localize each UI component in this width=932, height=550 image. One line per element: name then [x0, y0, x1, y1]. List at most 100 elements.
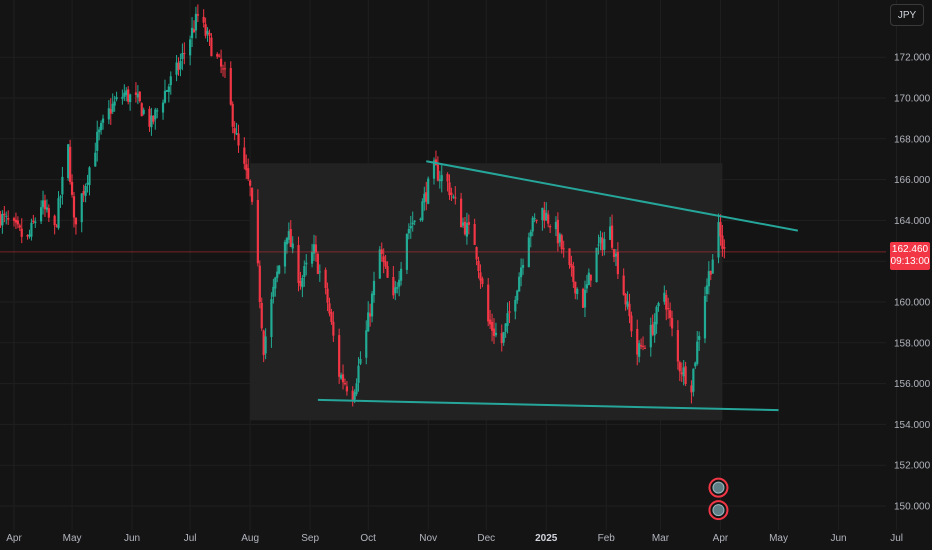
candle-body [196, 14, 199, 16]
consolidation-range-box[interactable] [250, 163, 723, 421]
candle-body [413, 220, 416, 222]
candle-body [597, 244, 600, 246]
candle-body [460, 198, 463, 228]
candle-body [136, 93, 139, 98]
trendline[interactable] [317, 398, 779, 412]
trendline[interactable] [426, 160, 799, 232]
candle-body [330, 312, 333, 323]
candle-body [345, 386, 349, 392]
x-tick-label: Jul [184, 533, 197, 544]
candle-body [67, 144, 70, 179]
candle-body [504, 323, 507, 332]
last-price-value: 162.460 [891, 244, 929, 255]
x-tick-label: Jun [124, 533, 140, 544]
candle-body [82, 191, 85, 195]
candle-body [585, 284, 589, 289]
candle-body [711, 259, 714, 274]
candle-body [386, 266, 389, 278]
candle-body [113, 101, 116, 106]
candle-body [121, 96, 124, 99]
candle-body [101, 118, 105, 123]
candle-body [398, 279, 401, 287]
candle-body [249, 180, 252, 186]
candle-body [357, 365, 360, 383]
candle-body [297, 245, 300, 283]
candle-body [140, 103, 143, 117]
candle-body [520, 267, 523, 278]
candle-body [630, 315, 633, 332]
candle-body [218, 55, 221, 57]
candle-body [628, 303, 631, 317]
candle-body [262, 330, 265, 356]
candle-body [479, 272, 482, 281]
candle-body [256, 199, 259, 264]
candle-body [583, 289, 587, 308]
candle-body [717, 222, 720, 258]
candle-body [80, 193, 83, 223]
candle-body [274, 277, 277, 289]
x-tick-label: Jun [830, 533, 846, 544]
candle-body [189, 39, 192, 56]
candle-body [400, 268, 403, 281]
candle-body [370, 293, 374, 317]
candle-body [475, 247, 478, 260]
candle-body [690, 385, 693, 393]
candle-body [636, 328, 639, 355]
candle-body [549, 226, 552, 228]
candle-body [626, 301, 629, 307]
candle-body [601, 237, 604, 251]
candle-body [115, 97, 118, 100]
candle-body [318, 271, 321, 273]
candle-body [163, 90, 167, 103]
candle-body [129, 94, 132, 103]
candle-body [247, 168, 250, 179]
candle-body [392, 276, 395, 296]
candle-body [502, 331, 505, 343]
currency-button[interactable]: JPY [890, 4, 924, 26]
candle-body [310, 251, 314, 264]
candle-body [481, 278, 484, 285]
candle-body [34, 221, 37, 224]
candle-body [39, 207, 43, 222]
y-tick-label: 164.000 [894, 216, 931, 227]
candle-body [328, 303, 331, 314]
candle-body [680, 372, 683, 375]
candle-body [369, 313, 372, 317]
y-tick-label: 150.000 [894, 502, 931, 513]
candle-body [489, 319, 492, 325]
candle-body [94, 152, 97, 167]
candle-body [41, 200, 45, 208]
candle-body [545, 212, 548, 221]
candle-body [535, 219, 538, 221]
x-tick-label: Jul [890, 533, 903, 544]
candle-body [487, 284, 490, 322]
candle-body [514, 299, 517, 312]
candle-body [26, 234, 29, 237]
candle-body [423, 193, 426, 203]
candle-body [202, 16, 205, 23]
x-tick-label: Aug [241, 533, 259, 544]
candle-body [454, 197, 457, 199]
candle-body [285, 237, 289, 245]
candle-body [32, 220, 35, 223]
candle-body [278, 265, 281, 274]
x-tick-label: Apr [713, 533, 729, 544]
candle-body [3, 213, 6, 216]
candle-body [338, 335, 341, 377]
candle-body [355, 383, 358, 394]
candle-body [570, 264, 573, 268]
candle-body [407, 228, 410, 234]
candle-body [43, 200, 47, 210]
candle-body [372, 280, 376, 296]
candle-body [419, 218, 422, 220]
candle-body [150, 115, 153, 128]
candle-body [177, 62, 180, 71]
candle-body [556, 219, 559, 244]
candle-body [237, 133, 240, 146]
candle-body [719, 221, 722, 237]
candle-body [490, 321, 494, 331]
x-tick-label: 2025 [535, 533, 558, 544]
candle-body [192, 29, 196, 32]
candle-body [148, 108, 151, 127]
